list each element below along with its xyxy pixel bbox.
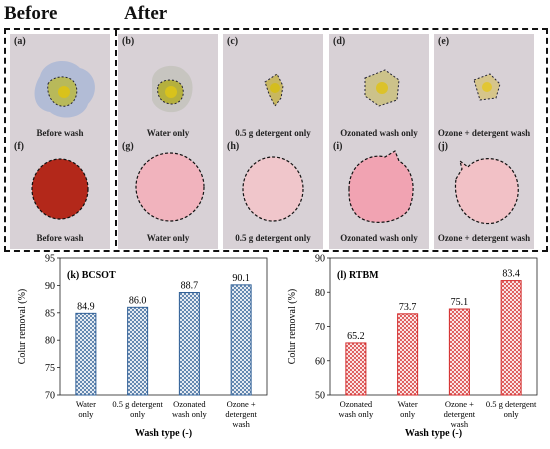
x-tick-label: Ozonated <box>340 399 373 409</box>
bar <box>448 308 470 396</box>
panel-d-ozonated: (d) Ozonated wash only <box>329 34 429 144</box>
chart-panel-label: (k) BCSOT <box>67 270 116 281</box>
bar-value-label: 83.4 <box>502 269 520 280</box>
panel-caption: Ozone + detergent wash <box>437 128 531 138</box>
x-tick-label: only <box>78 409 94 419</box>
x-tick-label: Ozone + <box>227 399 256 409</box>
panel-label: (i) <box>333 141 343 152</box>
y-tick-label: 50 <box>315 391 325 402</box>
y-axis-label: Colur removal (%) <box>17 289 28 365</box>
panel-f-before: (f) Before wash <box>10 139 110 249</box>
bar <box>127 306 149 396</box>
bar-value-label: 84.9 <box>77 301 95 312</box>
bar <box>178 292 200 396</box>
plot-frame <box>59 257 268 396</box>
panel-label: (g) <box>122 141 134 152</box>
bar <box>75 312 97 396</box>
x-tick-label: 0.5 g detergent <box>486 399 537 409</box>
x-tick-label: wash <box>232 419 250 429</box>
y-tick-label: 80 <box>315 288 325 299</box>
bar-value-label: 73.7 <box>399 302 417 313</box>
panel-label: (f) <box>14 141 24 152</box>
x-tick-label: wash <box>451 419 469 429</box>
x-tick-label: only <box>400 409 416 419</box>
panel-caption: Ozone + detergent wash <box>437 233 531 243</box>
before-header: Before <box>4 3 58 24</box>
panel-caption: Ozonated wash only <box>340 128 418 138</box>
x-tick-label: detergent <box>225 409 257 419</box>
bar <box>500 280 522 396</box>
panel-i-ozonated: (i) Ozonated wash only <box>329 139 429 249</box>
panel-g-water: (g) Water only <box>118 139 218 249</box>
y-tick-label: 60 <box>315 356 325 367</box>
y-tick-label: 90 <box>315 254 325 265</box>
panel-c-detergent: (c) 0.5 g detergent only <box>223 34 323 144</box>
bar-value-label: 75.1 <box>451 297 469 308</box>
panel-a-before: (a) Before wash <box>10 34 110 144</box>
y-tick-label: 70 <box>315 322 325 333</box>
x-axis-label: Wash type (-) <box>135 428 192 439</box>
panel-caption: 0.5 g detergent only <box>235 128 311 138</box>
bar <box>397 313 419 396</box>
after-header: After <box>124 3 168 24</box>
x-tick-label: wash only <box>172 409 207 419</box>
panel-caption: Water only <box>146 233 190 243</box>
panel-label: (c) <box>227 36 239 47</box>
x-tick-label: only <box>504 409 520 419</box>
x-tick-label: Ozonated <box>173 399 206 409</box>
panel-caption: Before wash <box>36 128 84 138</box>
bar-value-label: 65.2 <box>347 331 365 342</box>
panel-label: (d) <box>333 36 346 47</box>
panel-caption: Water only <box>146 128 190 138</box>
x-tick-label: Ozone + <box>445 399 474 409</box>
before-after-divider <box>115 30 117 246</box>
y-axis-label: Colur removal (%) <box>287 289 298 365</box>
x-tick-label: detergent <box>444 409 476 419</box>
x-tick-label: 0.5 g detergent <box>112 399 163 409</box>
panel-caption: Ozonated wash only <box>340 233 418 243</box>
bar-value-label: 90.1 <box>232 273 250 284</box>
panel-j-ozone-detergent: (j) Ozone + detergent wash <box>434 139 534 249</box>
x-axis-label: Wash type (-) <box>405 428 462 439</box>
y-tick-label: 95 <box>45 254 55 265</box>
bar <box>345 342 367 396</box>
chart-panel-label: (l) RTBM <box>337 270 379 281</box>
x-tick-label: wash only <box>339 409 374 419</box>
chart-rtbm: 50 60 70 80 90 Colur removal (%) (l) RTBM 65.2 O… <box>287 254 538 439</box>
panel-label: (b) <box>122 36 135 47</box>
y-tick-label: 75 <box>45 363 55 374</box>
photo-grid-frame <box>4 28 548 252</box>
y-tick-label: 90 <box>45 281 55 292</box>
y-tick-label: 80 <box>45 336 55 347</box>
bar-value-label: 86.0 <box>129 295 147 306</box>
panel-label: (h) <box>227 141 240 152</box>
panel-label: (j) <box>438 141 448 152</box>
panel-caption: Before wash <box>36 233 84 243</box>
x-tick-label: Water <box>76 399 96 409</box>
bar-value-label: 88.7 <box>181 281 199 292</box>
x-tick-label: only <box>130 409 146 419</box>
chart-bcsot: 70 75 80 85 90 95 Colur removal (%) (k) BCSOT 84… <box>17 254 268 439</box>
panel-label: (e) <box>438 36 450 47</box>
panel-label: (a) <box>14 36 26 47</box>
panel-caption: 0.5 g detergent only <box>235 233 311 243</box>
x-tick-label: Water <box>398 399 418 409</box>
panel-h-detergent: (h) 0.5 g detergent only <box>223 139 323 249</box>
panel-e-ozone-detergent: (e) Ozone + detergent wash <box>434 34 534 144</box>
y-tick-label: 85 <box>45 308 55 319</box>
panel-b-water: (b) Water only <box>118 34 218 144</box>
bar <box>230 284 252 396</box>
y-tick-label: 70 <box>45 391 55 402</box>
